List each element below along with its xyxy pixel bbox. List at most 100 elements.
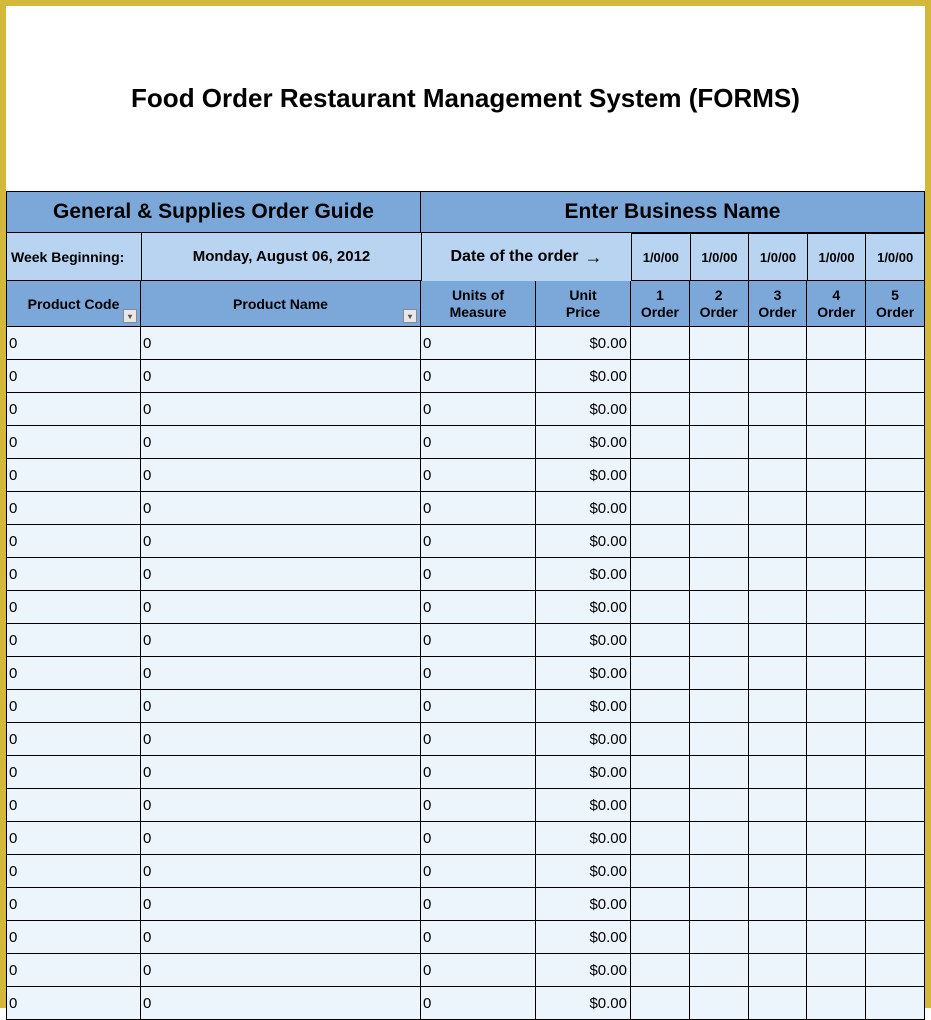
cell-product-code[interactable]: 0 <box>6 393 141 426</box>
cell-order-3[interactable] <box>749 558 808 591</box>
cell-order-2[interactable] <box>690 393 749 426</box>
cell-product-name[interactable]: 0 <box>141 591 421 624</box>
cell-order-1[interactable] <box>631 624 690 657</box>
cell-product-name[interactable]: 0 <box>141 459 421 492</box>
cell-order-1[interactable] <box>631 525 690 558</box>
cell-order-4[interactable] <box>807 360 866 393</box>
cell-product-code[interactable]: 0 <box>6 327 141 360</box>
cell-product-code[interactable]: 0 <box>6 591 141 624</box>
cell-order-5[interactable] <box>866 987 925 1020</box>
cell-order-5[interactable] <box>866 789 925 822</box>
cell-units[interactable]: 0 <box>421 855 536 888</box>
cell-order-4[interactable] <box>807 954 866 987</box>
cell-product-code[interactable]: 0 <box>6 756 141 789</box>
cell-order-4[interactable] <box>807 723 866 756</box>
cell-order-3[interactable] <box>749 723 808 756</box>
cell-product-code[interactable]: 0 <box>6 954 141 987</box>
cell-order-2[interactable] <box>690 822 749 855</box>
cell-order-1[interactable] <box>631 723 690 756</box>
cell-units[interactable]: 0 <box>421 393 536 426</box>
cell-product-code[interactable]: 0 <box>6 360 141 393</box>
cell-order-5[interactable] <box>866 690 925 723</box>
cell-product-code[interactable]: 0 <box>6 492 141 525</box>
cell-order-4[interactable] <box>807 789 866 822</box>
cell-units[interactable]: 0 <box>421 657 536 690</box>
cell-product-code[interactable]: 0 <box>6 789 141 822</box>
cell-order-4[interactable] <box>807 690 866 723</box>
cell-order-5[interactable] <box>866 756 925 789</box>
cell-units[interactable]: 0 <box>421 525 536 558</box>
col-product-name[interactable]: Product Name ▾ <box>141 281 421 327</box>
cell-order-1[interactable] <box>631 393 690 426</box>
cell-order-3[interactable] <box>749 657 808 690</box>
cell-units[interactable]: 0 <box>421 426 536 459</box>
cell-order-1[interactable] <box>631 327 690 360</box>
cell-order-4[interactable] <box>807 426 866 459</box>
cell-order-5[interactable] <box>866 822 925 855</box>
cell-product-name[interactable]: 0 <box>141 558 421 591</box>
cell-product-code[interactable]: 0 <box>6 426 141 459</box>
cell-product-code[interactable]: 0 <box>6 921 141 954</box>
cell-price[interactable]: $0.00 <box>536 558 631 591</box>
cell-units[interactable]: 0 <box>421 459 536 492</box>
cell-order-5[interactable] <box>866 855 925 888</box>
cell-order-5[interactable] <box>866 327 925 360</box>
cell-order-1[interactable] <box>631 756 690 789</box>
cell-order-2[interactable] <box>690 987 749 1020</box>
cell-order-3[interactable] <box>749 954 808 987</box>
cell-price[interactable]: $0.00 <box>536 426 631 459</box>
cell-order-4[interactable] <box>807 525 866 558</box>
cell-order-4[interactable] <box>807 459 866 492</box>
cell-product-name[interactable]: 0 <box>141 393 421 426</box>
cell-units[interactable]: 0 <box>421 723 536 756</box>
cell-order-3[interactable] <box>749 393 808 426</box>
cell-price[interactable]: $0.00 <box>536 492 631 525</box>
cell-order-2[interactable] <box>690 591 749 624</box>
cell-product-code[interactable]: 0 <box>6 723 141 756</box>
cell-product-name[interactable]: 0 <box>141 888 421 921</box>
cell-units[interactable]: 0 <box>421 558 536 591</box>
cell-order-2[interactable] <box>690 426 749 459</box>
cell-order-2[interactable] <box>690 525 749 558</box>
cell-order-1[interactable] <box>631 657 690 690</box>
cell-order-4[interactable] <box>807 624 866 657</box>
cell-order-4[interactable] <box>807 855 866 888</box>
cell-product-name[interactable]: 0 <box>141 921 421 954</box>
week-beginning-date[interactable]: Monday, August 06, 2012 <box>141 233 421 281</box>
cell-order-2[interactable] <box>690 954 749 987</box>
cell-order-1[interactable] <box>631 591 690 624</box>
cell-order-2[interactable] <box>690 624 749 657</box>
cell-price[interactable]: $0.00 <box>536 987 631 1020</box>
cell-order-3[interactable] <box>749 855 808 888</box>
cell-order-5[interactable] <box>866 426 925 459</box>
cell-order-1[interactable] <box>631 987 690 1020</box>
cell-product-name[interactable]: 0 <box>141 492 421 525</box>
cell-order-4[interactable] <box>807 756 866 789</box>
cell-order-5[interactable] <box>866 723 925 756</box>
cell-order-5[interactable] <box>866 624 925 657</box>
col-product-code[interactable]: Product Code ▾ <box>6 281 141 327</box>
cell-units[interactable]: 0 <box>421 888 536 921</box>
cell-order-3[interactable] <box>749 690 808 723</box>
cell-price[interactable]: $0.00 <box>536 327 631 360</box>
cell-price[interactable]: $0.00 <box>536 888 631 921</box>
cell-order-1[interactable] <box>631 822 690 855</box>
cell-product-name[interactable]: 0 <box>141 327 421 360</box>
cell-units[interactable]: 0 <box>421 756 536 789</box>
date-cell-3[interactable]: 1/0/00 <box>748 233 807 281</box>
cell-units[interactable]: 0 <box>421 954 536 987</box>
cell-price[interactable]: $0.00 <box>536 822 631 855</box>
cell-units[interactable]: 0 <box>421 492 536 525</box>
cell-order-1[interactable] <box>631 360 690 393</box>
cell-price[interactable]: $0.00 <box>536 921 631 954</box>
cell-price[interactable]: $0.00 <box>536 591 631 624</box>
cell-product-code[interactable]: 0 <box>6 657 141 690</box>
cell-order-1[interactable] <box>631 426 690 459</box>
date-cell-4[interactable]: 1/0/00 <box>807 233 866 281</box>
cell-order-5[interactable] <box>866 657 925 690</box>
cell-order-2[interactable] <box>690 789 749 822</box>
cell-order-3[interactable] <box>749 756 808 789</box>
cell-units[interactable]: 0 <box>421 987 536 1020</box>
cell-order-2[interactable] <box>690 459 749 492</box>
cell-order-1[interactable] <box>631 888 690 921</box>
